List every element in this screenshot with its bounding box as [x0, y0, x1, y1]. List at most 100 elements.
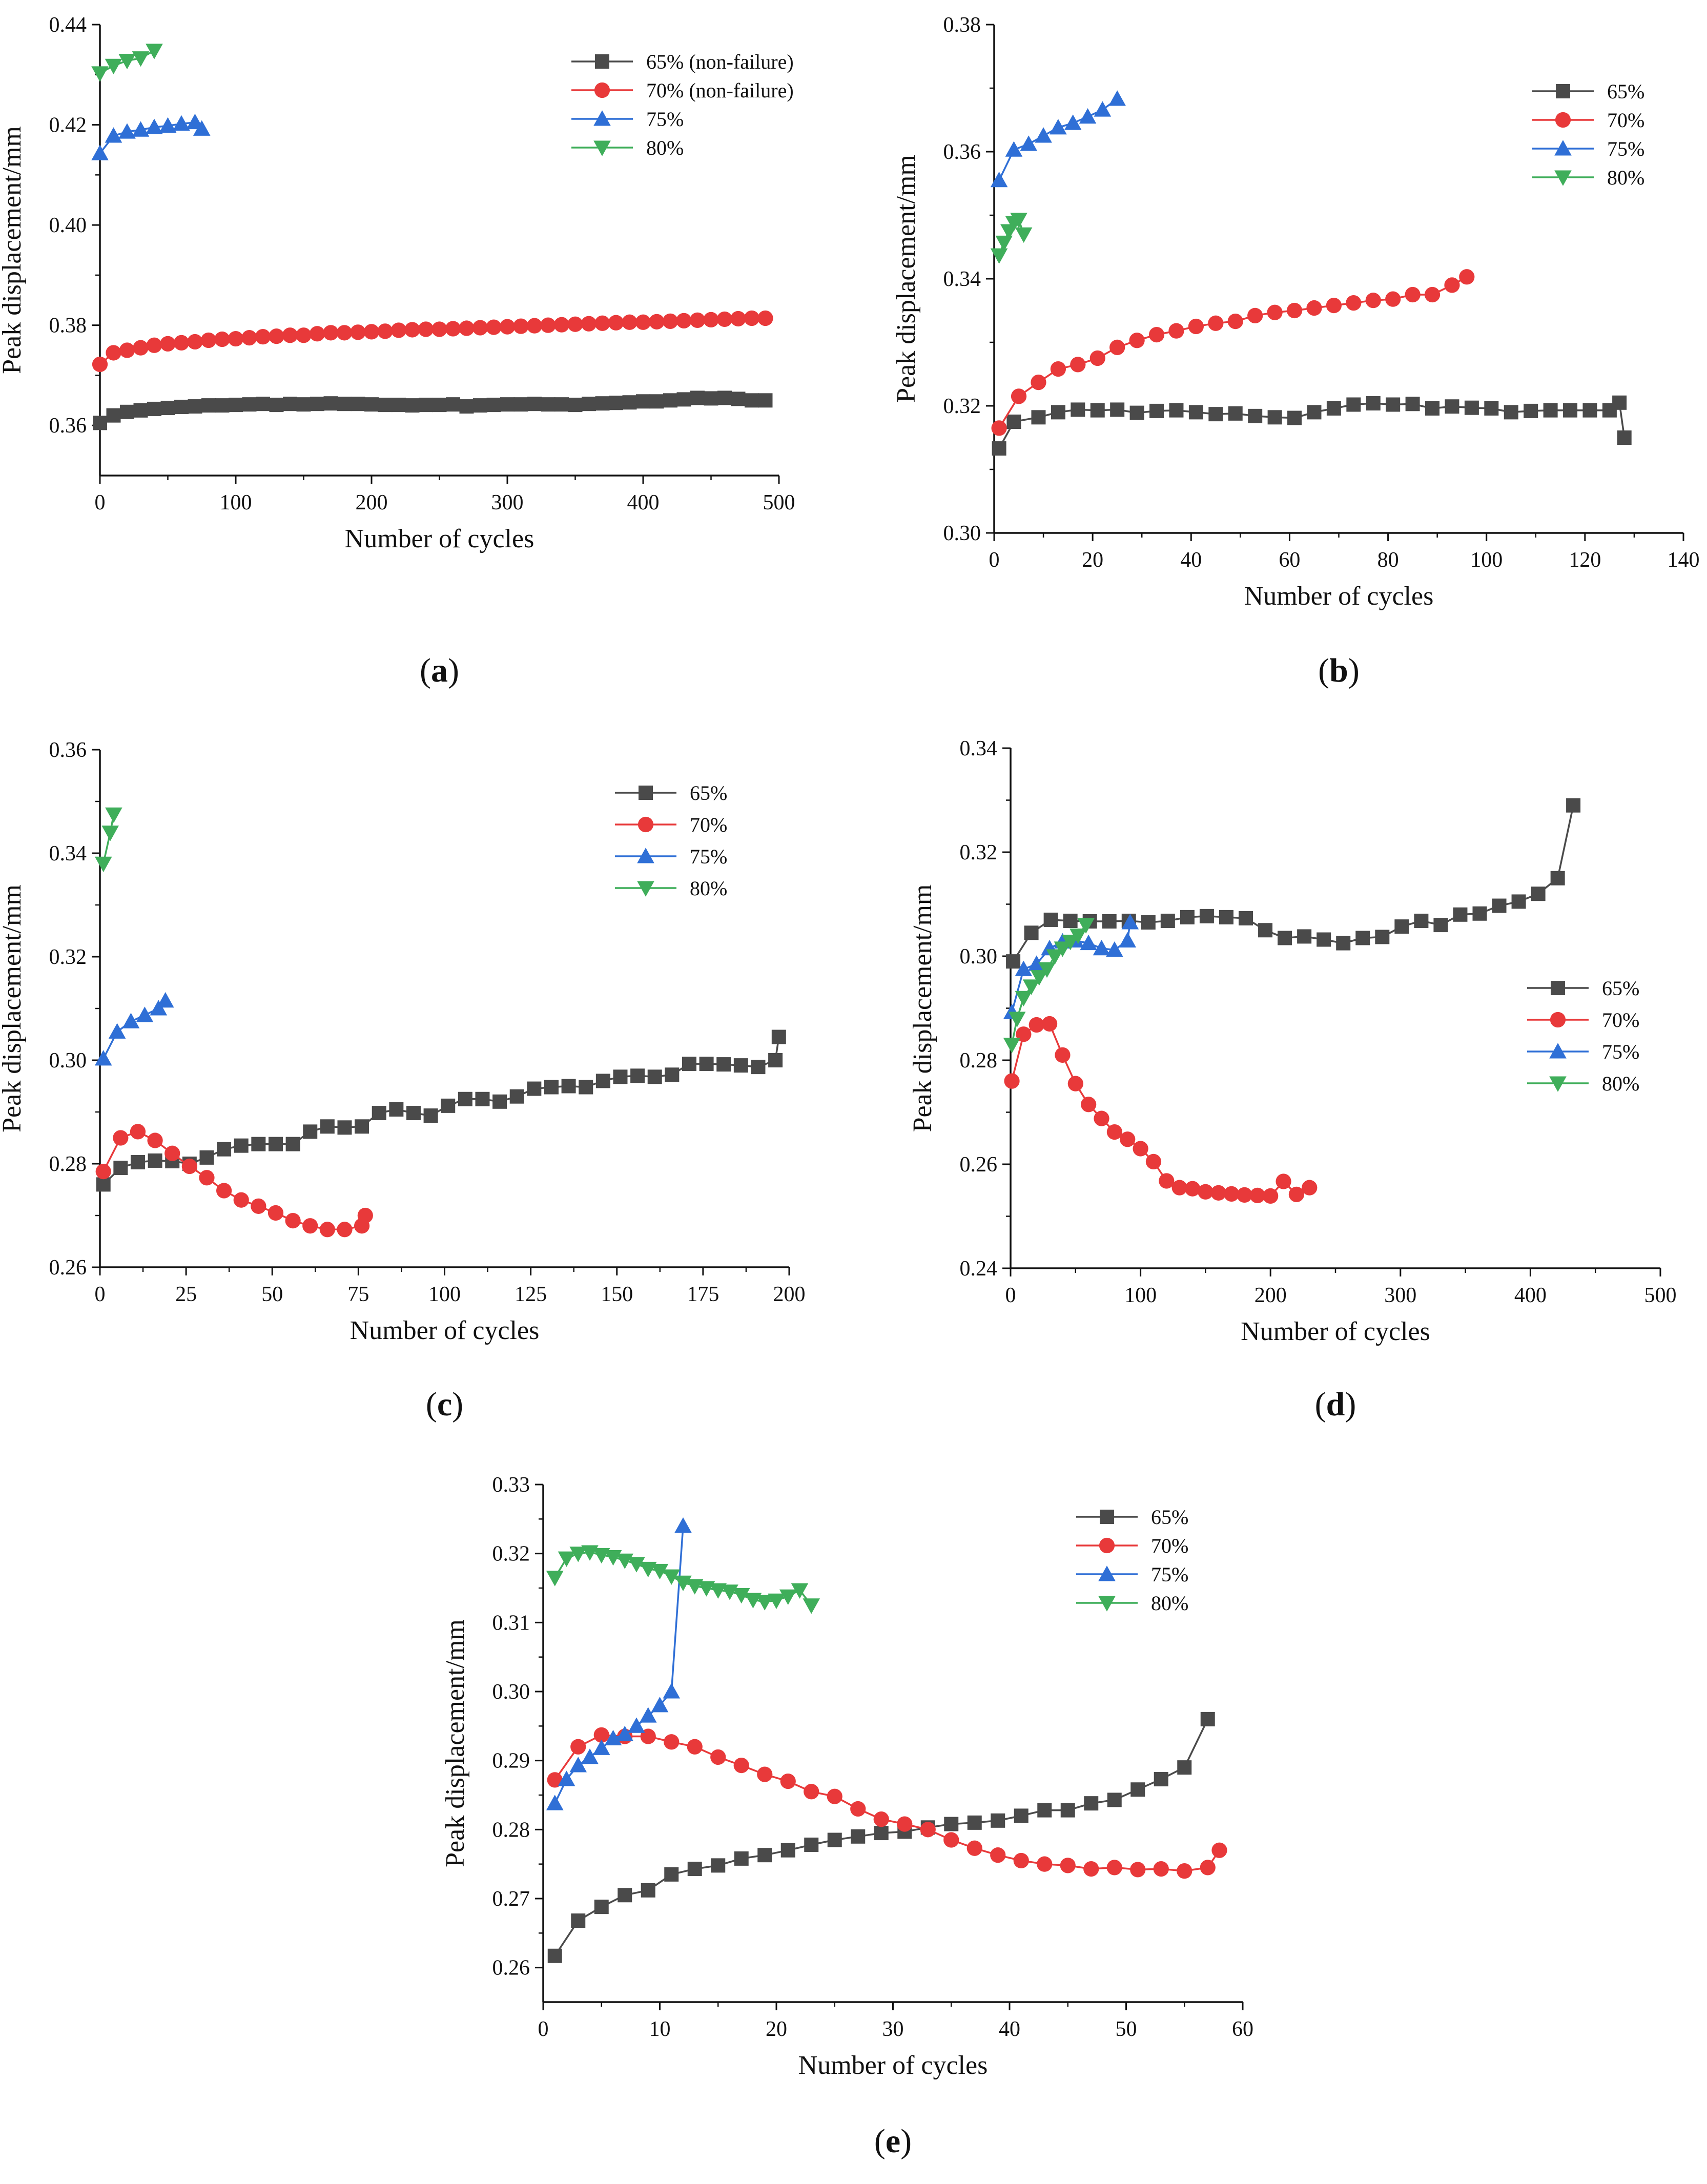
- data-point: [148, 1153, 162, 1168]
- data-point: [1129, 333, 1145, 348]
- data-point: [1013, 1852, 1029, 1869]
- data-point: [1109, 339, 1125, 356]
- series-c-0: [96, 1029, 786, 1192]
- data-point: [432, 398, 447, 413]
- data-point: [594, 1900, 609, 1914]
- data-point: [608, 315, 624, 331]
- data-point: [1484, 401, 1499, 416]
- legend-label: 75%: [690, 845, 727, 868]
- data-point: [445, 321, 461, 337]
- data-point: [1317, 932, 1331, 947]
- data-point: [990, 172, 1008, 188]
- y-tick-label: 0.29: [492, 1749, 530, 1773]
- data-point: [1375, 930, 1390, 944]
- data-point: [827, 1788, 842, 1804]
- y-tick-label: 0.31: [492, 1611, 530, 1635]
- data-point: [217, 1142, 232, 1157]
- y-tick-label: 0.36: [49, 738, 87, 762]
- data-point: [1029, 1017, 1044, 1033]
- data-point: [199, 1170, 215, 1186]
- data-point: [1444, 277, 1460, 293]
- data-point: [1050, 119, 1067, 135]
- y-tick-label: 0.32: [960, 841, 998, 864]
- data-point: [446, 397, 460, 412]
- series-e-1: [547, 1727, 1227, 1879]
- legend-label: 80%: [690, 877, 727, 900]
- data-point: [1385, 291, 1401, 307]
- data-point: [827, 1832, 842, 1847]
- data-point: [106, 408, 121, 423]
- legend-marker: [637, 816, 654, 833]
- data-point: [233, 1192, 249, 1208]
- data-point: [639, 1707, 657, 1723]
- x-tick-label: 200: [1254, 1284, 1287, 1307]
- legend-label: 80%: [1602, 1072, 1639, 1095]
- data-point: [699, 1057, 714, 1072]
- data-point: [1208, 407, 1223, 422]
- data-point: [378, 398, 393, 413]
- data-point: [418, 321, 434, 337]
- data-point: [1130, 1782, 1145, 1797]
- data-point: [355, 1119, 369, 1134]
- data-point: [241, 329, 257, 346]
- data-point: [1106, 941, 1123, 957]
- data-point: [628, 1557, 645, 1573]
- data-point: [309, 326, 325, 342]
- legend-marker: [637, 881, 654, 897]
- series-line: [998, 402, 1626, 449]
- data-point: [500, 397, 515, 412]
- legend-label: 80%: [1607, 166, 1644, 189]
- data-point: [1119, 932, 1137, 947]
- data-point: [689, 312, 706, 328]
- data-point: [486, 398, 501, 413]
- data-point: [558, 1551, 575, 1567]
- data-point: [1130, 1862, 1146, 1878]
- data-point: [756, 1595, 774, 1611]
- data-point: [1566, 798, 1581, 813]
- data-point: [1263, 1188, 1279, 1204]
- data-point: [392, 398, 406, 413]
- data-point: [991, 1813, 1005, 1828]
- y-tick-label: 0.32: [943, 395, 981, 418]
- data-point: [1006, 415, 1021, 429]
- data-point: [372, 1106, 386, 1121]
- y-tick-label: 0.34: [49, 842, 87, 866]
- data-point: [91, 145, 109, 160]
- y-tick-label: 0.26: [492, 1956, 530, 1980]
- data-point: [780, 1843, 795, 1858]
- y-tick-label: 0.24: [960, 1257, 998, 1281]
- data-point: [173, 335, 190, 351]
- data-point: [604, 1729, 622, 1746]
- chart-panel-b: 0 20 40 60 80 100 120 140 0.30 0.32 0.34 0.36 0.38 Nu…: [892, 13, 1700, 689]
- data-point: [1015, 991, 1033, 1006]
- data-point: [558, 1770, 575, 1786]
- data-point: [1141, 915, 1156, 930]
- x-tick-label: 50: [261, 1283, 283, 1306]
- data-point: [1054, 941, 1072, 957]
- data-point: [132, 121, 150, 137]
- data-point: [390, 322, 407, 338]
- data-point: [1060, 1803, 1075, 1818]
- data-point: [609, 396, 623, 410]
- data-point: [1211, 1842, 1227, 1858]
- data-point: [1035, 127, 1052, 143]
- data-point: [156, 992, 174, 1008]
- data-point: [419, 398, 433, 413]
- data-point: [96, 1177, 111, 1192]
- legend-label: 75%: [1602, 1040, 1639, 1063]
- x-tick-label: 400: [627, 491, 660, 514]
- legend-marker: [639, 786, 653, 800]
- data-point: [1084, 1796, 1099, 1811]
- data-point: [1094, 1110, 1109, 1126]
- legend-label: 65%: [1151, 1506, 1188, 1529]
- data-point: [1041, 1016, 1058, 1032]
- data-point: [751, 1060, 766, 1075]
- data-point: [251, 1198, 266, 1214]
- data-point: [1433, 918, 1448, 933]
- data-point: [771, 1029, 786, 1044]
- data-point: [850, 1801, 866, 1817]
- chart-panel-e: 0 10 20 30 40 50 60 0.26 0.27 0.28 0.29 0.30 0.31 0.3…: [441, 1473, 1253, 2160]
- x-tick-label: 0: [538, 2017, 549, 2041]
- data-point: [569, 1757, 587, 1773]
- data-point: [944, 1817, 959, 1831]
